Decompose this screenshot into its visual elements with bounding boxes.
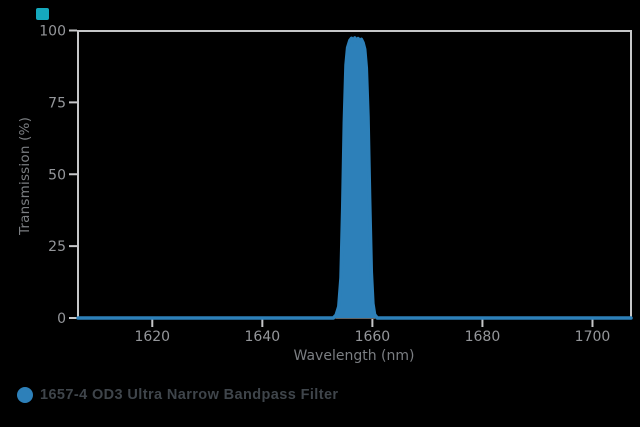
y-tick-label: 0 bbox=[57, 311, 66, 327]
x-tick-label: 1640 bbox=[245, 329, 281, 345]
y-axis-title: Transmission (%) bbox=[17, 116, 33, 236]
x-tick-label: 1620 bbox=[134, 329, 170, 345]
series-area bbox=[78, 38, 631, 318]
x-tick-label: 1700 bbox=[575, 329, 611, 345]
series-line bbox=[76, 36, 633, 320]
x-axis-title: Wavelength (nm) bbox=[293, 348, 415, 364]
legend-label: 1657-4 OD3 Ultra Narrow Bandpass Filter bbox=[40, 387, 339, 403]
y-tick-label: 50 bbox=[48, 167, 66, 183]
legend-marker-icon bbox=[17, 387, 33, 403]
teal-accent-square bbox=[36, 8, 49, 20]
y-tick-label: 75 bbox=[48, 95, 66, 111]
y-tick-label: 100 bbox=[39, 24, 66, 40]
y-tick-label: 25 bbox=[48, 239, 66, 255]
x-tick-label: 1680 bbox=[465, 329, 501, 345]
x-tick-label: 1660 bbox=[355, 329, 391, 345]
legend-item[interactable]: 1657-4 OD3 Ultra Narrow Bandpass Filter bbox=[17, 387, 338, 403]
